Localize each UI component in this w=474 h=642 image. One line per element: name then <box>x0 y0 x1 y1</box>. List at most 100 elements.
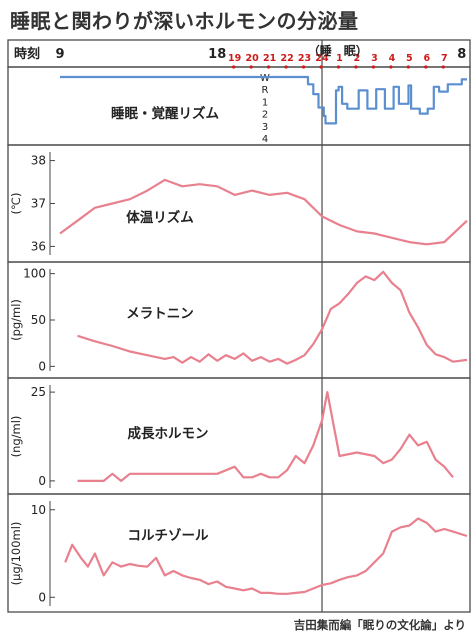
data-point <box>338 90 339 91</box>
time-tick-dot <box>301 65 306 69</box>
data-point <box>384 89 385 90</box>
data-point <box>243 477 244 478</box>
data-point <box>384 108 385 109</box>
time-tick-dot <box>249 65 253 69</box>
data-point <box>339 303 340 304</box>
sleep-stage-label: 4 <box>262 134 268 145</box>
data-point <box>138 565 139 566</box>
data-point <box>304 355 305 356</box>
y-axis-title: (ng/ml) <box>9 416 23 458</box>
data-point <box>358 108 359 109</box>
data-point <box>400 527 401 528</box>
data-point <box>398 86 399 87</box>
data-point <box>348 577 349 578</box>
time-tick-label-red: 19 <box>228 53 241 64</box>
data-point <box>72 544 73 545</box>
data-point <box>182 362 183 363</box>
time-tick-label-red: 24 <box>315 53 329 64</box>
data-point <box>103 480 104 481</box>
data-point <box>321 216 322 217</box>
data-point <box>400 448 401 449</box>
sleep-stage-label: 2 <box>262 110 268 121</box>
time-tick-label: 9 <box>55 47 64 62</box>
data-point <box>408 103 409 104</box>
sleep-stage-label: 1 <box>262 97 268 108</box>
data-point <box>199 579 200 580</box>
series-label-cortisol: コルチゾール <box>128 528 209 544</box>
data-point <box>438 86 439 87</box>
data-point <box>147 190 148 191</box>
data-point <box>409 312 410 313</box>
data-point <box>77 480 78 481</box>
data-point <box>358 90 359 91</box>
data-point <box>286 192 287 193</box>
data-point <box>426 441 427 442</box>
data-point <box>77 220 78 221</box>
data-point <box>252 360 253 361</box>
data-point <box>129 563 130 564</box>
data-point <box>199 184 200 185</box>
data-point <box>327 392 328 393</box>
data-point <box>313 93 314 94</box>
time-tick-label-red: 7 <box>441 53 448 64</box>
data-point <box>323 115 324 116</box>
data-point <box>438 91 439 92</box>
source-credit: 吉田集而編「眠りの文化論」より <box>293 618 466 632</box>
data-point <box>243 590 244 591</box>
time-tick-dot <box>389 65 393 69</box>
series-label-temperature: 体温リズム <box>126 209 194 226</box>
data-point <box>356 231 357 232</box>
data-point <box>365 276 366 277</box>
panel-frame-melatonin <box>7 261 471 379</box>
y-axis-title: (μg/100ml) <box>9 522 23 586</box>
time-tick-label-red: 5 <box>406 53 413 64</box>
data-point <box>347 103 348 104</box>
data-point <box>325 123 326 124</box>
data-point <box>408 85 409 86</box>
data-point <box>452 477 453 478</box>
time-tick-label-red: 4 <box>389 53 396 64</box>
data-point <box>313 84 314 85</box>
data-point <box>339 579 340 580</box>
data-point <box>349 108 350 109</box>
time-tick-dot <box>424 65 428 69</box>
data-point <box>225 586 226 587</box>
data-point <box>278 477 279 478</box>
y-tick-label: 0 <box>38 590 46 604</box>
data-point <box>356 575 357 576</box>
data-point <box>304 591 305 592</box>
data-point <box>121 566 122 567</box>
time-tick-label-red: 2 <box>354 53 361 64</box>
data-point <box>374 562 375 563</box>
series-label-sleep: 睡眠・覚醒リズム <box>111 105 219 122</box>
data-point <box>217 473 218 474</box>
data-point <box>330 583 331 584</box>
data-point <box>190 577 191 578</box>
data-point <box>325 115 326 116</box>
time-tick-dot <box>284 65 288 69</box>
y-tick-label: 0 <box>38 359 46 373</box>
data-point <box>417 327 418 328</box>
time-tick-dot <box>232 65 236 69</box>
data-point <box>65 562 66 563</box>
data-point <box>217 360 218 361</box>
data-point <box>383 553 384 554</box>
data-point <box>286 593 287 594</box>
data-point <box>444 242 445 243</box>
time-tick-dot <box>441 65 445 69</box>
data-point <box>348 293 349 294</box>
data-point <box>94 553 95 554</box>
data-point <box>417 445 418 446</box>
data-point <box>409 525 410 526</box>
data-point <box>444 528 445 529</box>
y-tick-label: 36 <box>31 239 46 253</box>
data-point <box>295 359 296 360</box>
data-point <box>208 584 209 585</box>
sleep-stage-label: W <box>260 73 270 84</box>
data-point <box>173 570 174 571</box>
data-point <box>411 108 412 109</box>
data-point <box>199 361 200 362</box>
series-label-growth_hormone: 成長ホルモン <box>128 425 209 442</box>
data-point <box>94 341 95 342</box>
data-point <box>164 473 165 474</box>
